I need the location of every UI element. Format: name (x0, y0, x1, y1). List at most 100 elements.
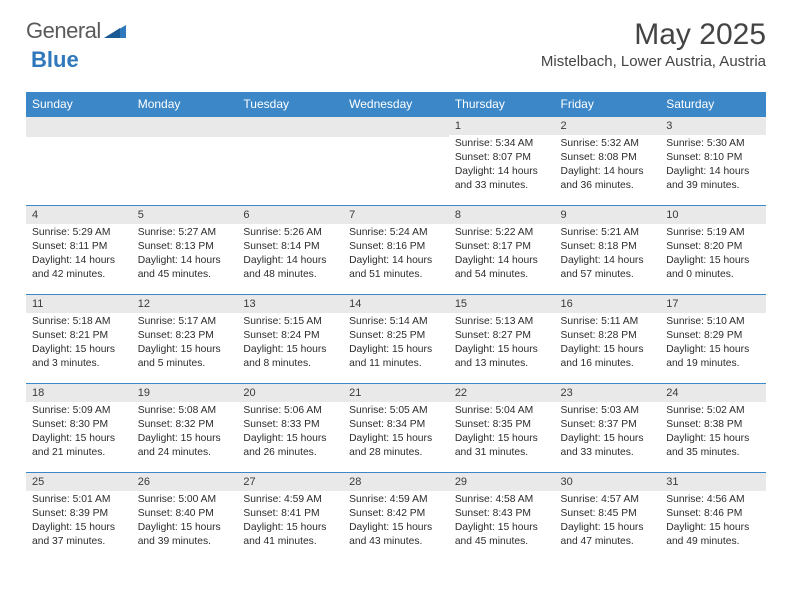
day-number: 15 (449, 295, 555, 313)
weekday-header: Sunday (26, 92, 132, 117)
calendar-day-cell: 1Sunrise: 5:34 AMSunset: 8:07 PMDaylight… (449, 117, 555, 206)
calendar-day-cell: 8Sunrise: 5:22 AMSunset: 8:17 PMDaylight… (449, 206, 555, 295)
calendar-day-cell: 17Sunrise: 5:10 AMSunset: 8:29 PMDayligh… (660, 295, 766, 384)
day-content: Sunrise: 5:13 AMSunset: 8:27 PMDaylight:… (449, 313, 555, 375)
day-number (132, 117, 238, 137)
day-content: Sunrise: 4:59 AMSunset: 8:42 PMDaylight:… (343, 491, 449, 553)
day-content: Sunrise: 5:21 AMSunset: 8:18 PMDaylight:… (555, 224, 661, 286)
calendar-day-cell (237, 117, 343, 206)
day-content (343, 137, 449, 195)
title-block: May 2025 Mistelbach, Lower Austria, Aust… (541, 18, 766, 70)
calendar-day-cell: 22Sunrise: 5:04 AMSunset: 8:35 PMDayligh… (449, 384, 555, 473)
day-content: Sunrise: 5:02 AMSunset: 8:38 PMDaylight:… (660, 402, 766, 464)
day-number: 13 (237, 295, 343, 313)
day-number: 31 (660, 473, 766, 491)
day-content: Sunrise: 5:19 AMSunset: 8:20 PMDaylight:… (660, 224, 766, 286)
day-content: Sunrise: 5:17 AMSunset: 8:23 PMDaylight:… (132, 313, 238, 375)
calendar-week-row: 1Sunrise: 5:34 AMSunset: 8:07 PMDaylight… (26, 117, 766, 206)
header: General May 2025 Mistelbach, Lower Austr… (26, 18, 766, 70)
day-content (132, 137, 238, 195)
day-content: Sunrise: 5:03 AMSunset: 8:37 PMDaylight:… (555, 402, 661, 464)
calendar-day-cell: 11Sunrise: 5:18 AMSunset: 8:21 PMDayligh… (26, 295, 132, 384)
day-content: Sunrise: 5:10 AMSunset: 8:29 PMDaylight:… (660, 313, 766, 375)
calendar-day-cell: 3Sunrise: 5:30 AMSunset: 8:10 PMDaylight… (660, 117, 766, 206)
day-number: 12 (132, 295, 238, 313)
calendar-day-cell: 24Sunrise: 5:02 AMSunset: 8:38 PMDayligh… (660, 384, 766, 473)
day-number (26, 117, 132, 137)
day-number: 21 (343, 384, 449, 402)
day-number: 16 (555, 295, 661, 313)
day-number: 19 (132, 384, 238, 402)
calendar-week-row: 4Sunrise: 5:29 AMSunset: 8:11 PMDaylight… (26, 206, 766, 295)
day-content: Sunrise: 5:27 AMSunset: 8:13 PMDaylight:… (132, 224, 238, 286)
calendar-day-cell: 13Sunrise: 5:15 AMSunset: 8:24 PMDayligh… (237, 295, 343, 384)
day-number: 4 (26, 206, 132, 224)
day-content: Sunrise: 5:15 AMSunset: 8:24 PMDaylight:… (237, 313, 343, 375)
logo-text-1: General (26, 18, 101, 44)
calendar-page: General May 2025 Mistelbach, Lower Austr… (0, 0, 792, 571)
day-content: Sunrise: 5:05 AMSunset: 8:34 PMDaylight:… (343, 402, 449, 464)
day-content: Sunrise: 5:24 AMSunset: 8:16 PMDaylight:… (343, 224, 449, 286)
day-number: 28 (343, 473, 449, 491)
calendar-day-cell: 23Sunrise: 5:03 AMSunset: 8:37 PMDayligh… (555, 384, 661, 473)
day-content: Sunrise: 5:00 AMSunset: 8:40 PMDaylight:… (132, 491, 238, 553)
calendar-day-cell: 21Sunrise: 5:05 AMSunset: 8:34 PMDayligh… (343, 384, 449, 473)
calendar-day-cell: 27Sunrise: 4:59 AMSunset: 8:41 PMDayligh… (237, 473, 343, 562)
day-content: Sunrise: 4:57 AMSunset: 8:45 PMDaylight:… (555, 491, 661, 553)
day-number: 25 (26, 473, 132, 491)
day-number: 22 (449, 384, 555, 402)
day-content: Sunrise: 5:11 AMSunset: 8:28 PMDaylight:… (555, 313, 661, 375)
day-content: Sunrise: 5:01 AMSunset: 8:39 PMDaylight:… (26, 491, 132, 553)
calendar-day-cell: 4Sunrise: 5:29 AMSunset: 8:11 PMDaylight… (26, 206, 132, 295)
day-number: 27 (237, 473, 343, 491)
logo: General (26, 18, 126, 44)
day-content: Sunrise: 4:59 AMSunset: 8:41 PMDaylight:… (237, 491, 343, 553)
calendar-day-cell: 14Sunrise: 5:14 AMSunset: 8:25 PMDayligh… (343, 295, 449, 384)
day-number: 8 (449, 206, 555, 224)
day-number: 7 (343, 206, 449, 224)
day-number: 23 (555, 384, 661, 402)
day-number: 26 (132, 473, 238, 491)
calendar-day-cell: 12Sunrise: 5:17 AMSunset: 8:23 PMDayligh… (132, 295, 238, 384)
calendar-day-cell (26, 117, 132, 206)
day-number: 18 (26, 384, 132, 402)
calendar-week-row: 11Sunrise: 5:18 AMSunset: 8:21 PMDayligh… (26, 295, 766, 384)
calendar-day-cell: 9Sunrise: 5:21 AMSunset: 8:18 PMDaylight… (555, 206, 661, 295)
day-content: Sunrise: 5:04 AMSunset: 8:35 PMDaylight:… (449, 402, 555, 464)
location: Mistelbach, Lower Austria, Austria (541, 53, 766, 70)
calendar-day-cell: 19Sunrise: 5:08 AMSunset: 8:32 PMDayligh… (132, 384, 238, 473)
day-number: 24 (660, 384, 766, 402)
day-content: Sunrise: 5:26 AMSunset: 8:14 PMDaylight:… (237, 224, 343, 286)
day-content: Sunrise: 5:34 AMSunset: 8:07 PMDaylight:… (449, 135, 555, 197)
day-number: 10 (660, 206, 766, 224)
day-content (26, 137, 132, 195)
weekday-header: Friday (555, 92, 661, 117)
day-number: 5 (132, 206, 238, 224)
calendar-day-cell: 28Sunrise: 4:59 AMSunset: 8:42 PMDayligh… (343, 473, 449, 562)
day-content: Sunrise: 5:06 AMSunset: 8:33 PMDaylight:… (237, 402, 343, 464)
day-content: Sunrise: 5:32 AMSunset: 8:08 PMDaylight:… (555, 135, 661, 197)
weekday-header: Wednesday (343, 92, 449, 117)
calendar-week-row: 18Sunrise: 5:09 AMSunset: 8:30 PMDayligh… (26, 384, 766, 473)
calendar-day-cell: 10Sunrise: 5:19 AMSunset: 8:20 PMDayligh… (660, 206, 766, 295)
day-number: 11 (26, 295, 132, 313)
weekday-header: Monday (132, 92, 238, 117)
calendar-day-cell: 2Sunrise: 5:32 AMSunset: 8:08 PMDaylight… (555, 117, 661, 206)
calendar-day-cell (343, 117, 449, 206)
calendar-day-cell: 25Sunrise: 5:01 AMSunset: 8:39 PMDayligh… (26, 473, 132, 562)
calendar-day-cell (132, 117, 238, 206)
day-number: 9 (555, 206, 661, 224)
day-number: 17 (660, 295, 766, 313)
calendar-day-cell: 15Sunrise: 5:13 AMSunset: 8:27 PMDayligh… (449, 295, 555, 384)
day-number: 3 (660, 117, 766, 135)
logo-text-2: Blue (31, 47, 79, 73)
day-number: 20 (237, 384, 343, 402)
calendar-day-cell: 20Sunrise: 5:06 AMSunset: 8:33 PMDayligh… (237, 384, 343, 473)
day-number: 29 (449, 473, 555, 491)
calendar-day-cell: 26Sunrise: 5:00 AMSunset: 8:40 PMDayligh… (132, 473, 238, 562)
weekday-header: Tuesday (237, 92, 343, 117)
calendar-day-cell: 31Sunrise: 4:56 AMSunset: 8:46 PMDayligh… (660, 473, 766, 562)
calendar-day-cell: 6Sunrise: 5:26 AMSunset: 8:14 PMDaylight… (237, 206, 343, 295)
day-content: Sunrise: 5:14 AMSunset: 8:25 PMDaylight:… (343, 313, 449, 375)
weekday-header: Thursday (449, 92, 555, 117)
